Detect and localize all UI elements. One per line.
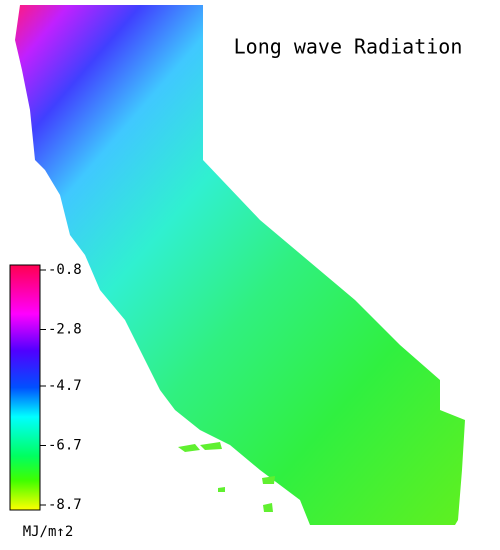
colorbar-label: MJ/m↑2 <box>23 524 74 540</box>
colorbar <box>9 264 41 511</box>
map-title: Long wave Radiation <box>234 35 463 59</box>
colorbar-tick-label: -4.7 <box>48 378 82 394</box>
california <box>15 5 465 525</box>
colorbar-tick-label: -2.8 <box>48 321 82 337</box>
islands <box>178 442 275 512</box>
colorbar-tick-label: -8.7 <box>48 497 82 513</box>
colorbar-tick-label: -0.8 <box>48 262 82 278</box>
colorbar-tick-label: -6.7 <box>48 438 82 454</box>
